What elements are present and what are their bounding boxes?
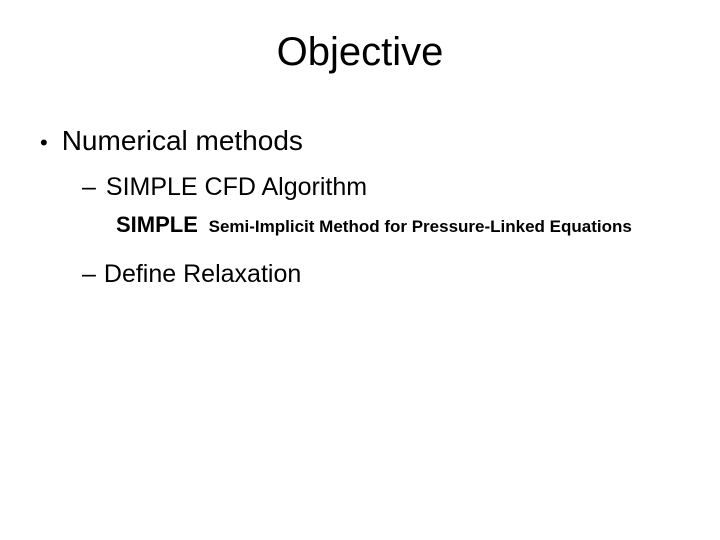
dash-marker: –: [82, 173, 96, 202]
bullet-level2-1: – SIMPLE CFD Algorithm: [82, 173, 680, 202]
acronym-expansion: Semi-Implicit Method for Pressure-Linked…: [209, 217, 632, 236]
bullet-level1: • Numerical methods: [40, 125, 680, 157]
sub-bullet-text: Define Relaxation: [104, 260, 301, 289]
sub-bullet-text: SIMPLE CFD Algorithm: [106, 173, 367, 202]
bullet-text: Numerical methods: [62, 125, 303, 157]
bullet-level3: SIMPLE Semi-Implicit Method for Pressure…: [116, 212, 680, 238]
acronym-bold: SIMPLE: [116, 212, 198, 237]
bullet-level2-2: – Define Relaxation: [82, 260, 680, 289]
slide-title: Objective: [40, 30, 680, 75]
dash-marker: –: [82, 260, 96, 289]
bullet-marker: •: [40, 129, 48, 157]
slide-container: Objective • Numerical methods – SIMPLE C…: [0, 0, 720, 540]
